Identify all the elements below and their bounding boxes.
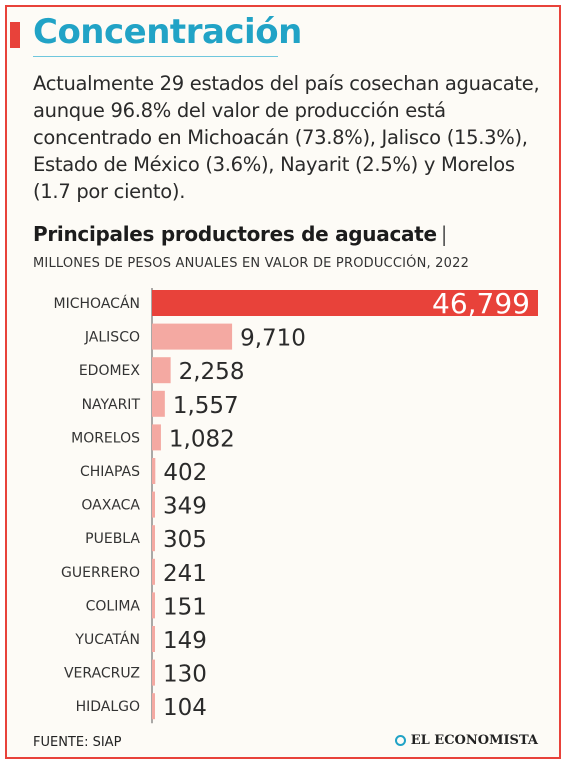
value-label: 305 bbox=[163, 527, 207, 553]
bar bbox=[152, 491, 155, 518]
bar bbox=[152, 458, 156, 484]
bar bbox=[152, 693, 155, 720]
bar bbox=[152, 290, 538, 316]
category-label: OAXACA bbox=[81, 498, 140, 514]
bar bbox=[152, 592, 155, 619]
category-label: HIDALGO bbox=[76, 699, 140, 715]
category-label: JALISCO bbox=[84, 330, 140, 346]
source-note: FUENTE: SIAP bbox=[33, 735, 122, 750]
chart-title-text: Principales productores de aguacate bbox=[33, 222, 437, 246]
value-label: 9,710 bbox=[240, 326, 306, 352]
category-label: VERACRUZ bbox=[64, 666, 140, 682]
chart-title: Principales productores de aguacate | bbox=[33, 222, 448, 246]
value-label: 151 bbox=[163, 594, 207, 620]
bar bbox=[152, 626, 155, 652]
brand-name: EL ECONOMISTA bbox=[410, 733, 538, 748]
value-label: 149 bbox=[163, 628, 207, 654]
value-label: 241 bbox=[163, 561, 207, 587]
bar-chart: MICHOACÁN 46,799 JALISCO 9,710 EDOMEX 2,258 NA… bbox=[54, 287, 538, 724]
category-label: MORELOS bbox=[71, 430, 140, 446]
value-label: 1,557 bbox=[173, 393, 239, 419]
intro-text: Actualmente 29 estados del país cosechan… bbox=[33, 72, 540, 203]
bar bbox=[152, 424, 161, 451]
category-label: MICHOACÁN bbox=[54, 295, 140, 312]
bar bbox=[152, 357, 171, 384]
bar bbox=[152, 659, 155, 686]
value-label: 1,082 bbox=[169, 426, 235, 452]
bar bbox=[152, 558, 155, 585]
value-label: 130 bbox=[163, 662, 207, 688]
category-label: PUEBLA bbox=[85, 531, 140, 547]
category-label: COLIMA bbox=[86, 598, 141, 614]
page-title: Concentración bbox=[33, 12, 302, 52]
category-label: EDOMEX bbox=[79, 363, 141, 379]
title-accent-bar bbox=[10, 22, 20, 48]
bar bbox=[152, 525, 155, 552]
chart-subtitle: MILLONES DE PESOS ANUALES EN VALOR DE PR… bbox=[33, 256, 470, 271]
title-underline bbox=[33, 56, 278, 57]
category-label: YUCATÁN bbox=[74, 631, 140, 648]
value-label: 402 bbox=[163, 460, 207, 486]
category-label: NAYARIT bbox=[82, 397, 141, 413]
value-label: 349 bbox=[163, 494, 207, 520]
title-separator: | bbox=[440, 222, 448, 246]
infographic-card bbox=[5, 5, 561, 759]
value-label: 46,799 bbox=[432, 287, 530, 320]
bar bbox=[152, 323, 233, 350]
category-label: CHIAPAS bbox=[80, 464, 140, 480]
brand-logo: EL ECONOMISTA bbox=[394, 733, 538, 748]
brand-circle-icon bbox=[394, 735, 406, 746]
value-label: 104 bbox=[163, 695, 207, 721]
bar bbox=[152, 390, 165, 417]
value-label: 2,258 bbox=[179, 359, 245, 385]
category-label: GUERRERO bbox=[61, 565, 140, 581]
